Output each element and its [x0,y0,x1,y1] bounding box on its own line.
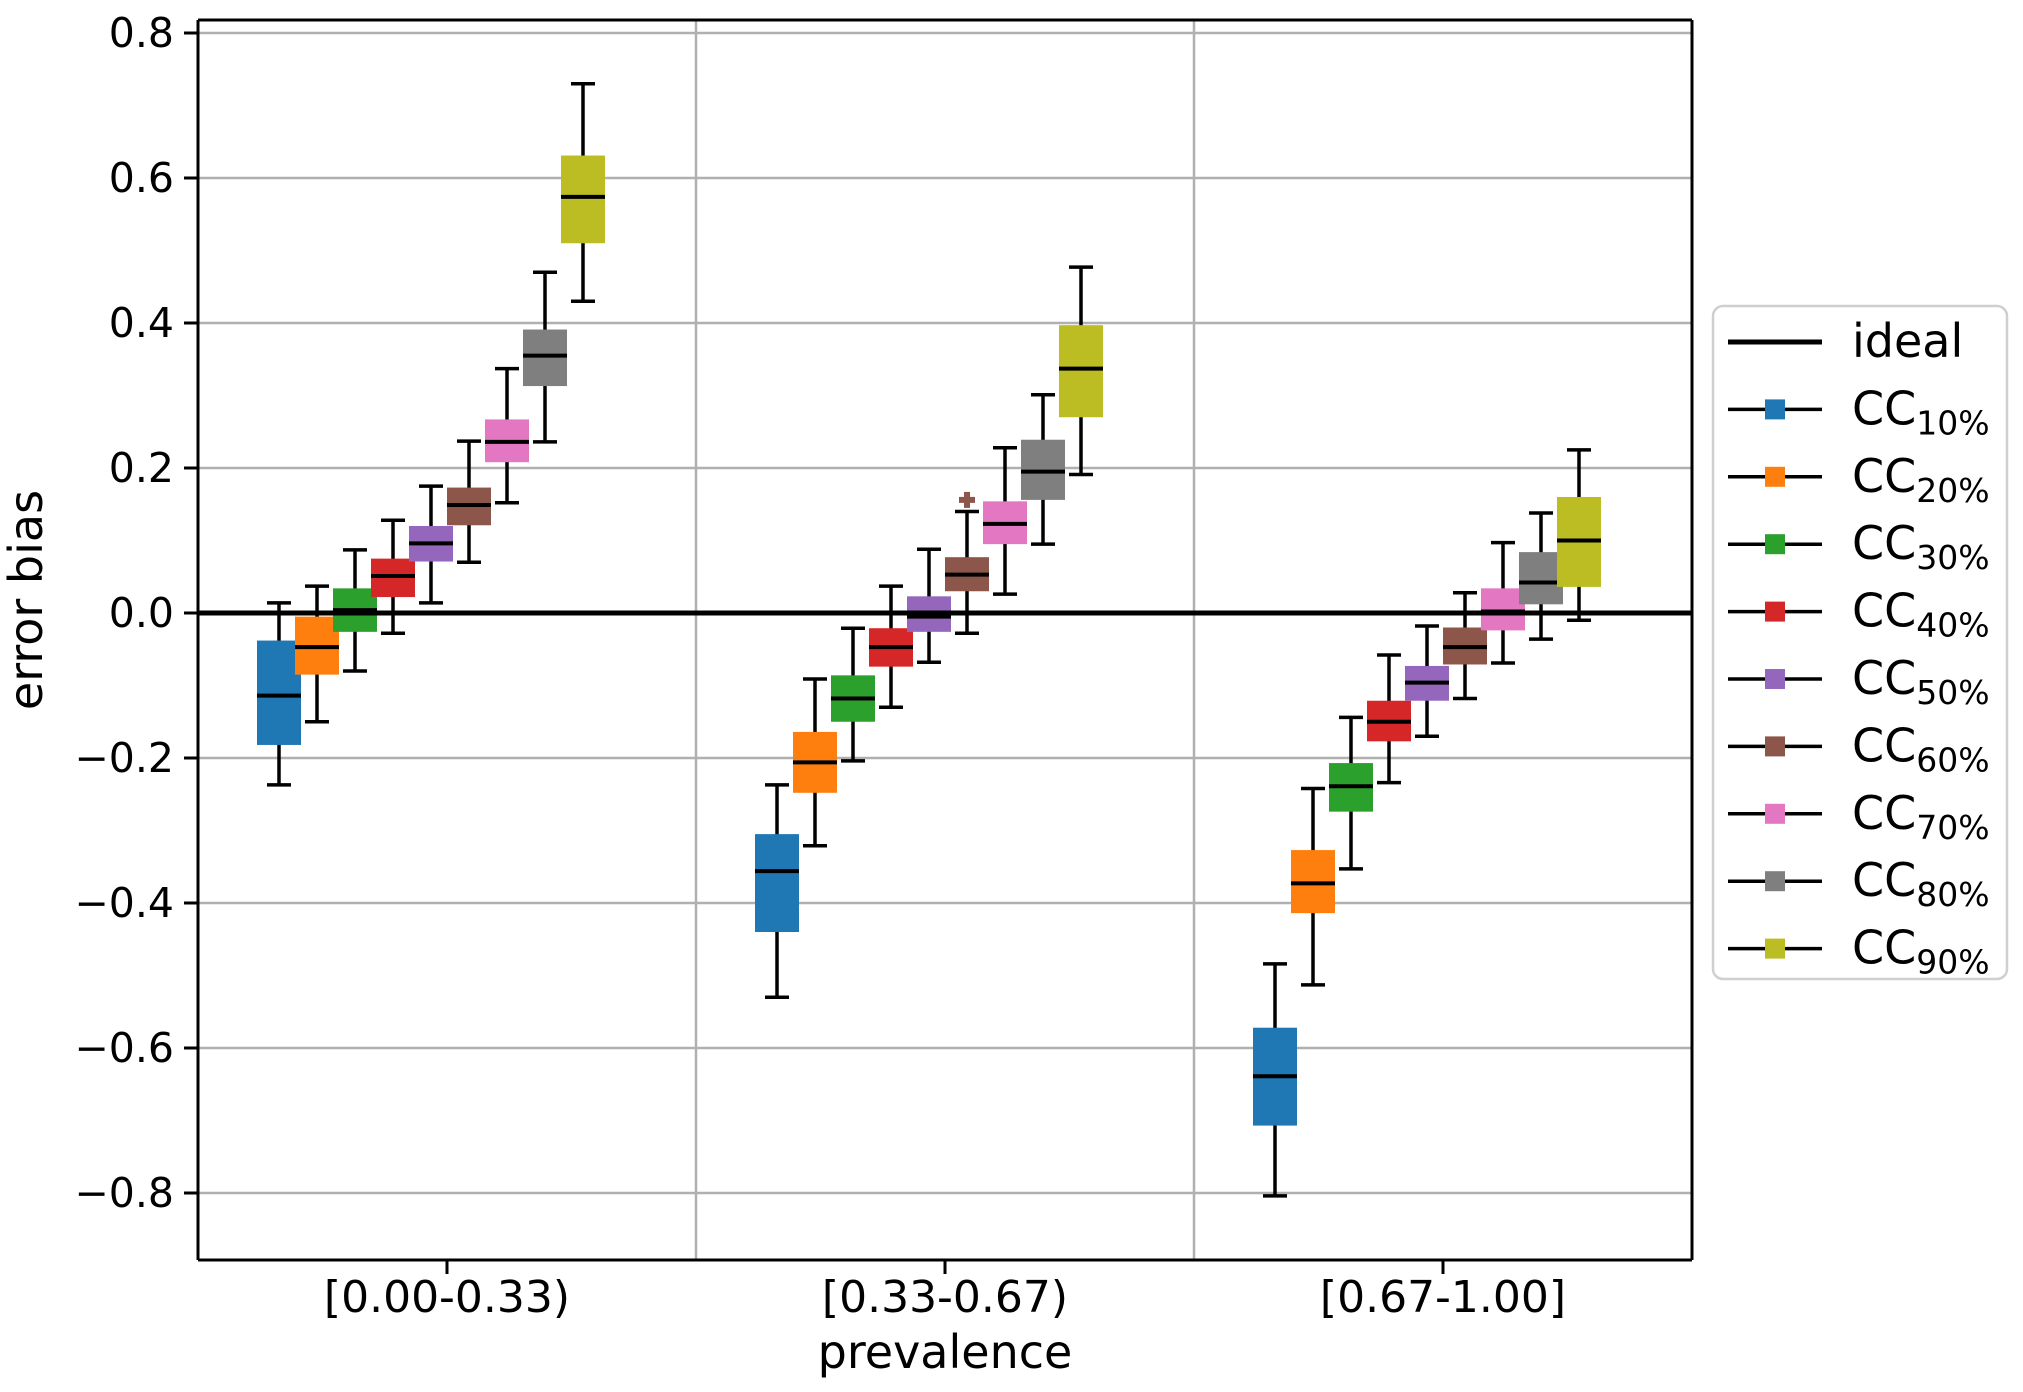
legend-entry-cc80: CC80% [1728,853,1990,914]
box-cc90-bin1 [561,82,605,303]
legend-color-swatch [1765,534,1785,555]
box-cc90-bin3 [1557,448,1601,622]
box-cc70-bin1 [485,366,529,505]
x-tick-label: [0.67-1.00] [1320,1272,1566,1323]
box-cc60-bin1 [447,439,491,564]
y-tick-label: 0.6 [109,154,174,202]
legend: ideal CC10% CC20%CC30% CC40%CC50%CC60% CC70%… [1711,304,2009,982]
box-rect [1519,552,1563,605]
x-tick-label: [0.33-0.67) [822,1272,1068,1323]
box-cc30-bin2 [831,626,875,763]
box-cc60-bin3 [1443,590,1487,701]
legend-entry-cc60: CC60% [1728,718,1990,779]
box-rect [561,155,605,244]
y-tick-label: −0.4 [74,879,174,927]
legend-color-swatch [1765,736,1785,757]
box-cc30-bin3 [1329,715,1373,871]
legend-label-cc80: CC80% [1852,853,1990,914]
legend-entry-cc20: CC20% [1728,449,1990,510]
legend-label-cc30: CC30% [1852,516,1990,577]
y-tick-label: 0.2 [109,444,174,492]
legend-label-cc70: CC70% [1852,786,1990,847]
legend-label-cc20: CC20% [1852,449,1990,510]
legend-entry-cc50: CC50% [1728,651,1990,712]
legend-label-cc60: CC60% [1852,718,1990,779]
legend-box [1711,304,2009,981]
y-tick-label: 0.0 [109,589,174,637]
box-rect [523,329,567,387]
box-cc40-bin1 [371,518,415,636]
box-cc50-bin1 [409,484,453,605]
y-tick-label: −0.2 [74,734,174,782]
legend-label-cc40: CC40% [1852,584,1990,645]
x-tick-label: [0.00-0.33) [324,1272,570,1323]
box-cc90-bin2 [1059,265,1103,477]
x-axis: [0.00-0.33) [0.33-0.67) [0.67-1.00] [324,1260,1566,1323]
gridlines [198,31,1692,1195]
y-axis-title: error bias [0,490,53,710]
box-cc30-bin1 [333,548,377,673]
box-cc80-bin2 [1021,393,1065,546]
box-cc80-bin1 [523,270,567,444]
box-cc70-bin2 [983,445,1027,596]
y-axis: 0.8 0.6 0.4 0.2 0.0 −0.2 −0.4 −0.6 −0.8 [74,9,198,1217]
legend-label-cc90: CC90% [1852,921,1990,982]
group-separators [694,20,1196,1260]
box-cc10-bin2 [755,783,799,999]
legend-label-cc10: CC10% [1852,381,1990,442]
box-cc20-bin3 [1291,786,1335,987]
box-cc10-bin3 [1253,962,1297,1198]
legend-entry-cc30: CC30% [1728,516,1990,577]
box-cc10-bin1 [257,601,301,787]
box-cc40-bin3 [1367,653,1411,785]
box-rect [1481,588,1525,631]
legend-color-swatch [1765,938,1785,959]
y-tick-label: 0.8 [109,9,174,57]
box-cc50-bin3 [1405,624,1449,738]
legend-color-swatch [1765,871,1785,892]
box-cc20-bin2 [793,677,837,848]
legend-entry-cc10: CC10% [1728,381,1990,442]
legend-label-cc50: CC50% [1852,651,1990,712]
legend-entry-cc40: CC40% [1728,584,1990,645]
legend-color-swatch [1765,669,1785,689]
box-cc80-bin3 [1519,511,1563,641]
box-rect [257,640,301,745]
legend-label-ideal: ideal [1852,314,1963,368]
box-rect [755,834,799,932]
y-tick-label: 0.4 [109,299,174,347]
boxplots [257,82,1601,1198]
box-cc40-bin2 [869,584,913,709]
legend-color-swatch [1765,466,1785,487]
legend-entry-cc70: CC70% [1728,786,1990,847]
legend-color-swatch [1765,803,1785,824]
legend-color-swatch [1765,399,1785,420]
x-axis-title: prevalence [818,1325,1073,1379]
box-cc20-bin1 [295,584,339,724]
legend-entry-cc90: CC90% [1728,921,1990,982]
y-tick-label: −0.6 [74,1024,174,1072]
legend-entry-ideal: ideal [1728,314,1963,368]
box-rect [1059,325,1103,418]
y-tick-label: −0.8 [74,1169,174,1217]
legend-color-swatch [1765,601,1785,622]
